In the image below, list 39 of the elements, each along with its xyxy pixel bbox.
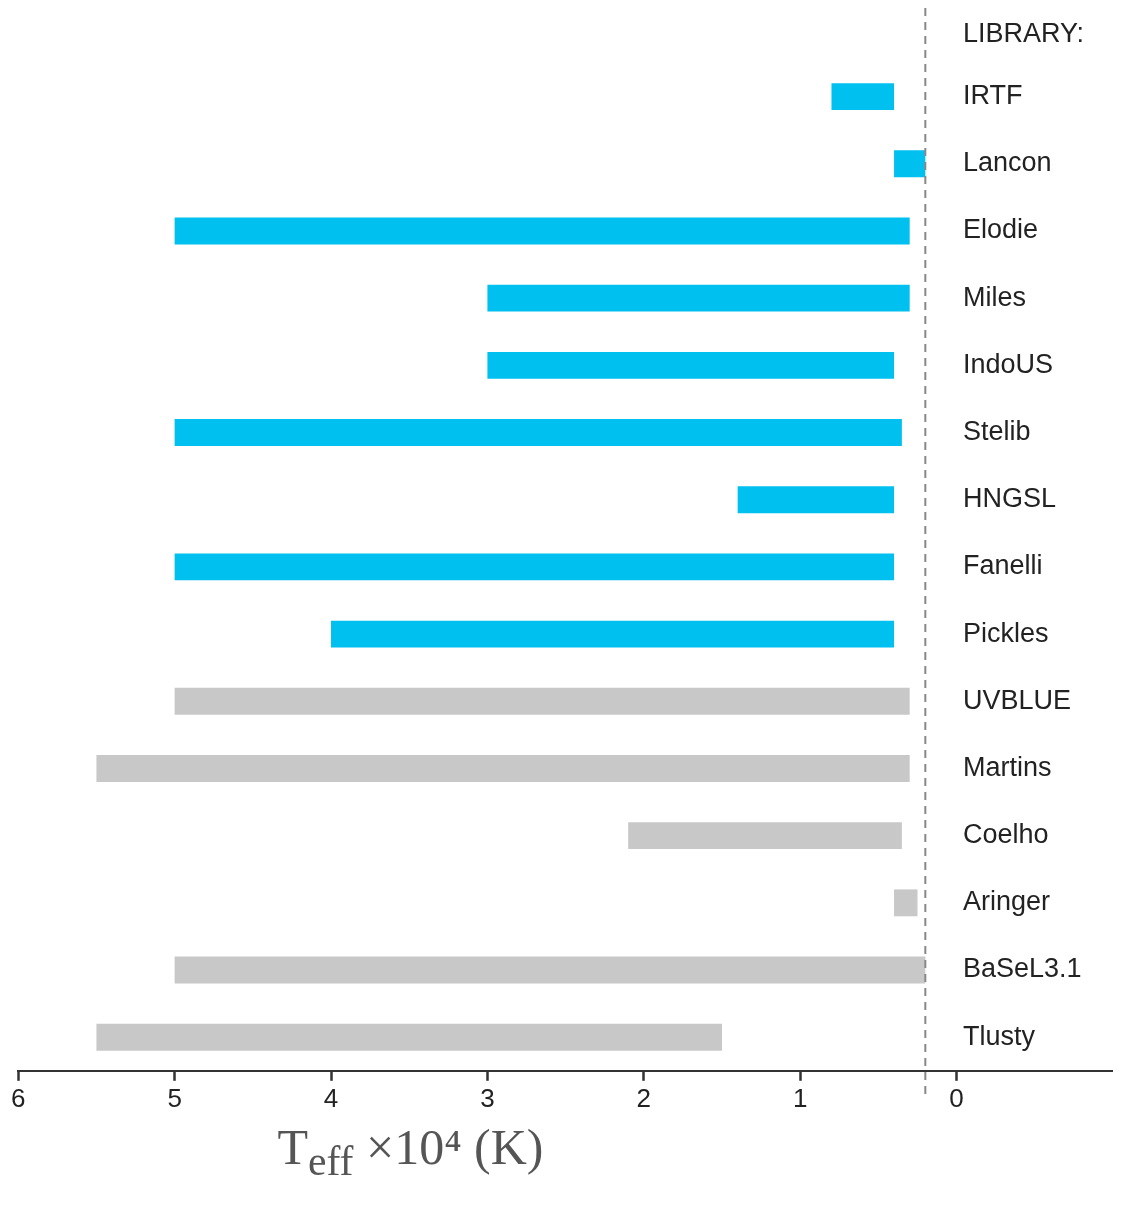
y-tick-label: Miles: [963, 281, 1027, 312]
bar: [628, 822, 902, 850]
bar: [894, 150, 926, 178]
x-tick-label: 3: [480, 1082, 495, 1113]
y-tick-label: Aringer: [963, 886, 1051, 917]
y-tick-label: UVBLUE: [963, 684, 1072, 715]
bar: [174, 956, 926, 984]
y-tick-label: Martins: [963, 751, 1052, 782]
y-tick-label: BaSeL3.1: [963, 953, 1082, 984]
x-tick-label: 1: [792, 1082, 808, 1113]
bar: [831, 83, 895, 111]
y-tick-label: Pickles: [963, 617, 1049, 648]
y-tick-label: HNGSL: [963, 483, 1057, 514]
bar: [894, 889, 918, 917]
bar: [174, 687, 910, 715]
y-tick-label: Tlusty: [963, 1020, 1036, 1051]
x-tick-label: 6: [11, 1082, 26, 1113]
y-tick-label: IndoUS: [963, 348, 1054, 379]
y-tick-label: IRTF: [963, 80, 1023, 111]
bar: [96, 755, 910, 782]
bar: [174, 553, 895, 581]
x-tick-label: 0: [949, 1082, 964, 1113]
y-tick-label: Coelho: [963, 819, 1049, 850]
y-tick-label: Elodie: [963, 214, 1039, 245]
x-tick-label: 4: [323, 1082, 339, 1113]
bar: [174, 217, 910, 245]
bar: [487, 351, 895, 379]
bar: [331, 620, 895, 648]
y-tick-label: Stelib: [963, 415, 1031, 446]
y-tick-label: Lancon: [963, 147, 1052, 178]
bar: [174, 419, 902, 446]
y-tick-label: Fanelli: [963, 550, 1043, 581]
bar: [737, 486, 895, 514]
bar: [96, 1023, 723, 1051]
x-tick-label: 2: [636, 1082, 652, 1113]
annotation: LIBRARY:: [963, 18, 1085, 49]
x-tick-label: 5: [167, 1082, 182, 1113]
bar: [487, 284, 910, 312]
x-axis-title: T$_{eff}$ ×10⁴ (K): [276, 1118, 545, 1185]
